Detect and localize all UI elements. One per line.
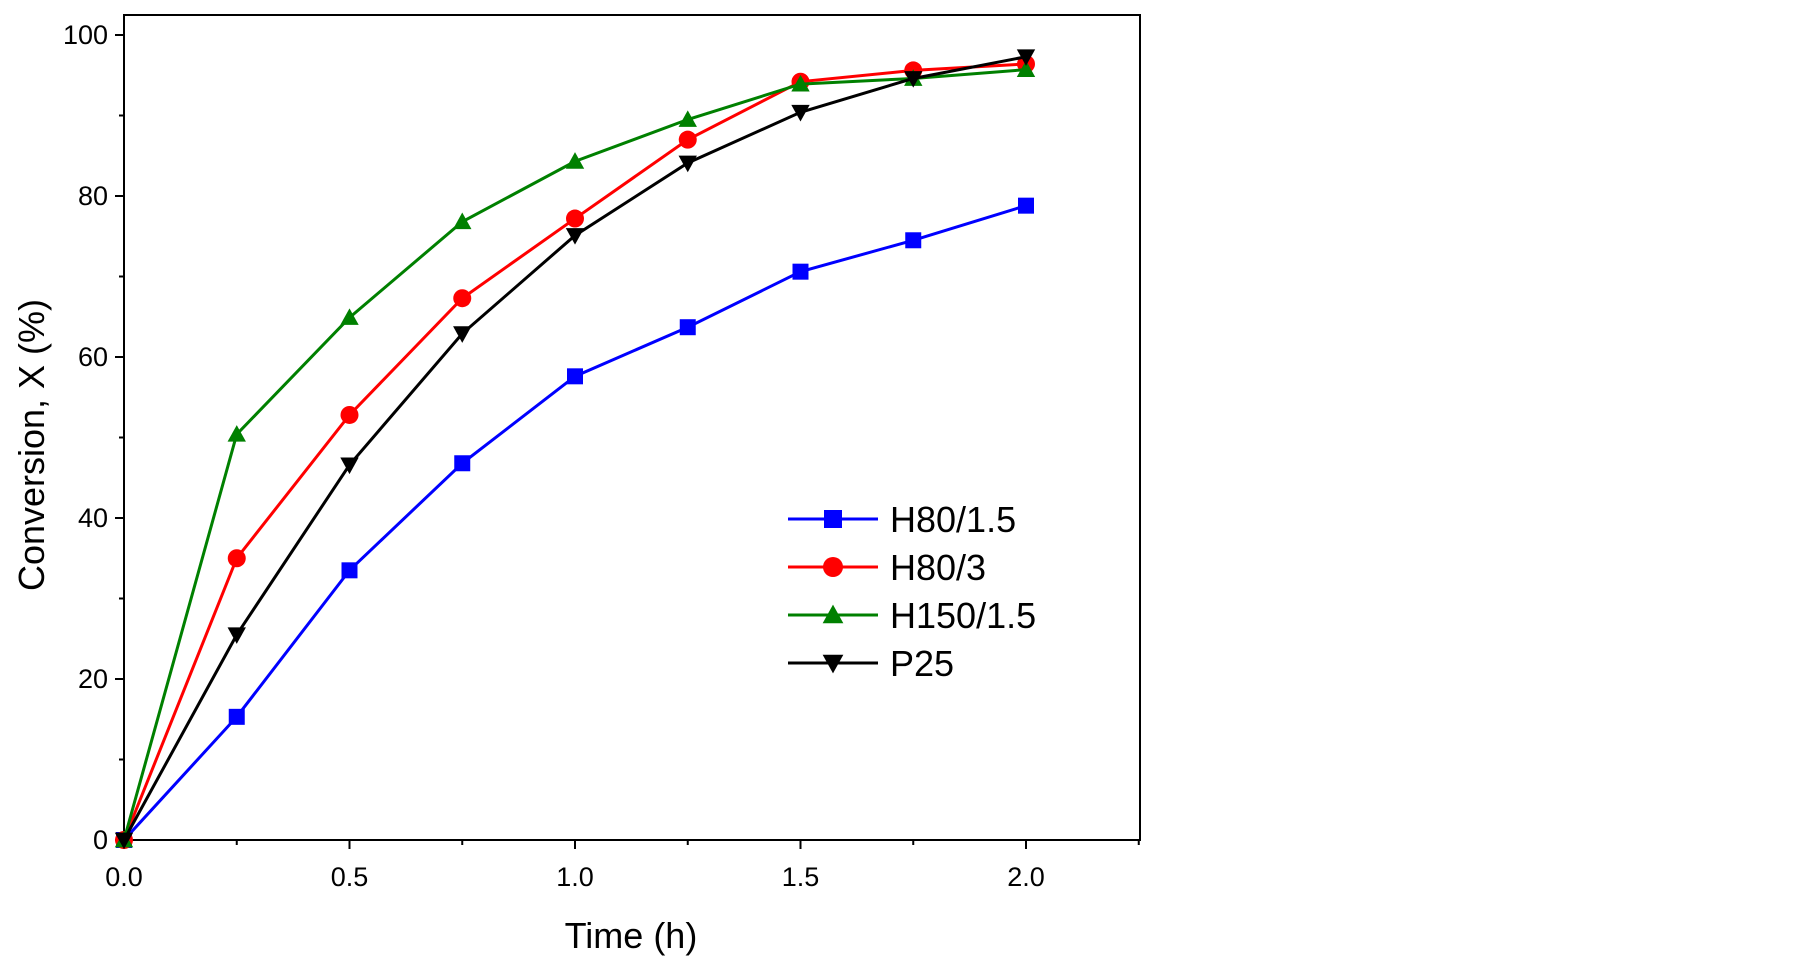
- y-tick-label: 0: [93, 825, 108, 855]
- legend: H80/1.5 H80/3 H150/1.5 P25: [788, 499, 1036, 684]
- data-point: [678, 110, 697, 127]
- data-point: [453, 212, 472, 230]
- data-point: [565, 228, 585, 245]
- data-point: [822, 654, 844, 674]
- y-tick-label: 40: [78, 503, 108, 533]
- plot-frame: [123, 14, 1141, 841]
- data-point: [822, 604, 844, 624]
- series-p25: [114, 49, 1036, 850]
- data-point: [1018, 197, 1034, 214]
- data-point: [565, 152, 585, 169]
- legend-label: P25: [890, 643, 954, 684]
- y-tick-label: 20: [78, 664, 108, 694]
- data-point: [454, 455, 471, 472]
- x-tick-label: 1.5: [782, 862, 820, 892]
- data-point: [453, 289, 472, 308]
- data-point: [904, 71, 923, 88]
- data-point: [453, 326, 472, 343]
- legend-item: H150/1.5: [788, 595, 1036, 636]
- legend-item: H80/3: [788, 547, 986, 588]
- legend-item: H80/1.5: [788, 499, 1016, 540]
- data-point: [792, 263, 809, 280]
- y-tick-label: 100: [63, 20, 108, 50]
- data-point: [341, 562, 358, 579]
- x-tick-label: 1.0: [556, 862, 594, 892]
- series-line: [122, 68, 1027, 841]
- legend-item: P25: [788, 643, 954, 684]
- series-line: [122, 55, 1027, 841]
- data-point: [340, 457, 359, 475]
- data-point: [824, 510, 842, 528]
- axes: 0 20 40 60 80 100 0.0 0.5 1.0 1.5 2.0: [63, 14, 1141, 892]
- y-tick-label: 80: [78, 181, 108, 211]
- data-point: [227, 425, 246, 442]
- data-point: [567, 368, 583, 385]
- data-point: [1016, 49, 1036, 66]
- data-point: [791, 104, 810, 122]
- series-line: [122, 62, 1027, 841]
- data-point: [340, 308, 359, 325]
- legend-label: H150/1.5: [890, 595, 1036, 636]
- data-point: [905, 232, 922, 249]
- legend-label: H80/3: [890, 547, 986, 588]
- x-tick-label: 0.0: [105, 862, 143, 892]
- data-point: [114, 832, 134, 850]
- data-point: [678, 130, 697, 149]
- x-tick-label: 2.0: [1007, 862, 1045, 892]
- data-point: [566, 209, 584, 228]
- y-axis-title: Conversion, X (%): [11, 299, 52, 591]
- series-h150-1-5: [114, 60, 1036, 848]
- data-point: [1016, 60, 1036, 77]
- data-point: [791, 74, 810, 92]
- legend-label: H80/1.5: [890, 499, 1016, 540]
- y-tick-label: 60: [78, 342, 108, 372]
- data-point: [227, 549, 246, 568]
- data-point: [340, 405, 359, 424]
- x-tick-label: 0.5: [331, 862, 369, 892]
- series-layer: [114, 49, 1036, 850]
- data-point: [227, 627, 246, 644]
- series-h80-3: [115, 54, 1035, 849]
- data-point: [228, 708, 245, 725]
- data-point: [678, 155, 697, 173]
- x-axis-title: Time (h): [565, 915, 698, 956]
- data-point: [679, 319, 696, 336]
- data-point: [823, 557, 843, 577]
